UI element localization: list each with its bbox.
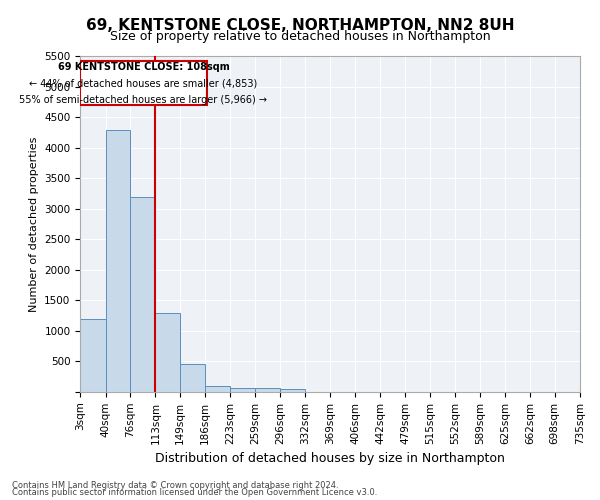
Bar (130, 196, 155, 392)
Bar (205, 386, 230, 392)
Bar (280, 389, 305, 392)
Text: Size of property relative to detached houses in Northampton: Size of property relative to detached ho… (110, 30, 490, 43)
Text: Contains HM Land Registry data © Crown copyright and database right 2024.: Contains HM Land Registry data © Crown c… (12, 480, 338, 490)
Bar (255, 388, 280, 392)
Bar (180, 364, 205, 392)
Text: 69, KENTSTONE CLOSE, NORTHAMPTON, NN2 8UH: 69, KENTSTONE CLOSE, NORTHAMPTON, NN2 8U… (86, 18, 514, 32)
Bar (155, 312, 180, 392)
Y-axis label: Number of detached properties: Number of detached properties (29, 136, 39, 312)
Text: ← 44% of detached houses are smaller (4,853): ← 44% of detached houses are smaller (4,… (29, 78, 257, 88)
Text: 69 KENTSTONE CLOSE: 108sqm: 69 KENTSTONE CLOSE: 108sqm (58, 62, 229, 72)
Text: Contains public sector information licensed under the Open Government Licence v3: Contains public sector information licen… (12, 488, 377, 497)
Bar (230, 388, 255, 392)
Bar (80, 62, 206, 106)
Bar (106, 130, 130, 392)
Text: 55% of semi-detached houses are larger (5,966) →: 55% of semi-detached houses are larger (… (19, 95, 268, 105)
X-axis label: Distribution of detached houses by size in Northampton: Distribution of detached houses by size … (155, 452, 505, 465)
Bar (80, 318, 106, 392)
